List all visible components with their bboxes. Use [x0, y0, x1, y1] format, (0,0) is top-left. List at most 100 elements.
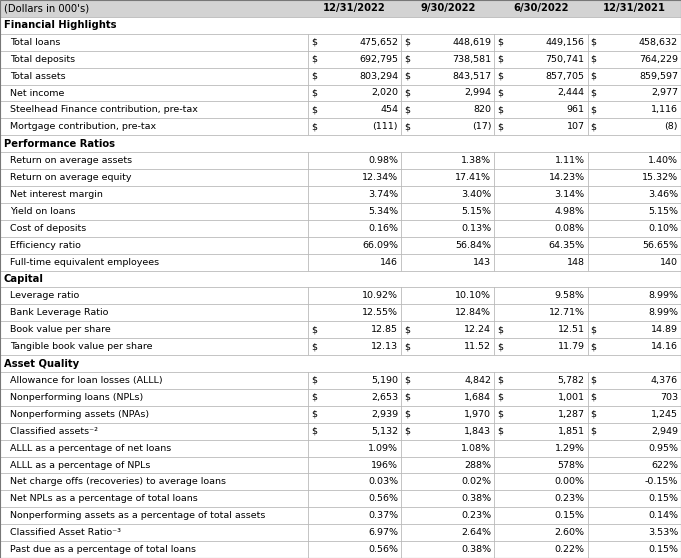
Text: (Dollars in 000's): (Dollars in 000's) — [3, 3, 89, 13]
Text: $: $ — [404, 427, 410, 436]
Bar — [401, 237, 494, 254]
Text: 859,597: 859,597 — [639, 71, 678, 80]
Text: 2.60%: 2.60% — [555, 528, 585, 537]
Text: 1,843: 1,843 — [464, 427, 492, 436]
Text: Net income: Net income — [10, 89, 65, 98]
Bar — [494, 456, 588, 473]
Bar — [401, 220, 494, 237]
Text: 12/31/2021: 12/31/2021 — [603, 3, 666, 13]
Text: $: $ — [497, 89, 503, 98]
Text: $: $ — [590, 89, 597, 98]
Text: 750,741: 750,741 — [545, 55, 585, 64]
Text: 0.03%: 0.03% — [368, 478, 398, 487]
Bar — [0, 524, 308, 541]
Bar — [494, 203, 588, 220]
Text: Return on average assets: Return on average assets — [10, 156, 133, 165]
Text: 1,970: 1,970 — [464, 410, 492, 418]
Text: 14.16: 14.16 — [651, 342, 678, 351]
Bar — [401, 389, 494, 406]
Text: Classified assets⁻²: Classified assets⁻² — [10, 427, 99, 436]
Bar — [588, 321, 681, 338]
Bar — [588, 389, 681, 406]
Text: 0.02%: 0.02% — [462, 478, 492, 487]
Text: $: $ — [590, 342, 597, 351]
Bar — [308, 186, 401, 203]
Bar — [0, 440, 308, 456]
Bar — [308, 85, 401, 102]
Text: 8.99%: 8.99% — [648, 309, 678, 318]
Bar — [588, 169, 681, 186]
Bar — [0, 169, 308, 186]
Text: $: $ — [497, 71, 503, 80]
Text: 9.58%: 9.58% — [555, 291, 585, 300]
Bar — [494, 507, 588, 524]
Text: $: $ — [311, 325, 317, 334]
Text: 4,842: 4,842 — [464, 376, 492, 385]
Bar — [0, 68, 308, 85]
Text: Past due as a percentage of total loans: Past due as a percentage of total loans — [10, 545, 197, 554]
Text: 738,581: 738,581 — [452, 55, 492, 64]
Bar — [588, 68, 681, 85]
Text: 1.08%: 1.08% — [462, 444, 492, 453]
Text: (111): (111) — [373, 122, 398, 131]
Bar — [401, 490, 494, 507]
Text: $: $ — [311, 342, 317, 351]
Text: Tangible book value per share: Tangible book value per share — [10, 342, 153, 351]
Text: 5,132: 5,132 — [371, 427, 398, 436]
Bar — [308, 473, 401, 490]
Text: 288%: 288% — [464, 460, 492, 469]
Text: Classified Asset Ratio⁻³: Classified Asset Ratio⁻³ — [10, 528, 121, 537]
Text: $: $ — [497, 410, 503, 418]
Text: 0.56%: 0.56% — [368, 545, 398, 554]
Bar — [401, 169, 494, 186]
Text: 764,229: 764,229 — [639, 55, 678, 64]
Text: 449,156: 449,156 — [545, 38, 585, 47]
Bar — [0, 254, 308, 271]
Bar — [0, 304, 308, 321]
Bar — [308, 321, 401, 338]
Text: $: $ — [404, 342, 410, 351]
Text: 0.22%: 0.22% — [555, 545, 585, 554]
Bar — [308, 34, 401, 51]
Bar — [588, 338, 681, 355]
Text: $: $ — [590, 427, 597, 436]
Text: 12/31/2022: 12/31/2022 — [323, 3, 386, 13]
Bar — [494, 220, 588, 237]
Text: 692,795: 692,795 — [359, 55, 398, 64]
Bar — [494, 406, 588, 423]
Bar — [401, 152, 494, 169]
Text: 12.84%: 12.84% — [456, 309, 492, 318]
Text: 12.13: 12.13 — [371, 342, 398, 351]
Text: 1.38%: 1.38% — [461, 156, 492, 165]
Text: (17): (17) — [472, 122, 492, 131]
Text: 5.34%: 5.34% — [368, 207, 398, 216]
Text: 1.29%: 1.29% — [555, 444, 585, 453]
Bar — [308, 338, 401, 355]
Text: Total loans: Total loans — [10, 38, 61, 47]
Text: $: $ — [590, 376, 597, 385]
Text: $: $ — [590, 105, 597, 114]
Text: 3.74%: 3.74% — [368, 190, 398, 199]
Text: $: $ — [497, 427, 503, 436]
Text: 622%: 622% — [651, 460, 678, 469]
Bar — [308, 423, 401, 440]
Bar — [401, 186, 494, 203]
Text: 196%: 196% — [371, 460, 398, 469]
Text: $: $ — [311, 427, 317, 436]
Bar — [0, 34, 308, 51]
Text: 10.10%: 10.10% — [456, 291, 492, 300]
Text: $: $ — [311, 105, 317, 114]
Bar — [588, 34, 681, 51]
Text: $: $ — [311, 393, 317, 402]
Text: 3.14%: 3.14% — [554, 190, 585, 199]
Bar — [588, 118, 681, 135]
Bar — [0, 287, 308, 304]
Bar — [401, 203, 494, 220]
Bar — [0, 135, 681, 152]
Text: Net charge offs (recoveries) to average loans: Net charge offs (recoveries) to average … — [10, 478, 227, 487]
Bar — [494, 490, 588, 507]
Text: 1.09%: 1.09% — [368, 444, 398, 453]
Bar — [494, 186, 588, 203]
Text: $: $ — [590, 410, 597, 418]
Text: Efficiency ratio: Efficiency ratio — [10, 240, 81, 249]
